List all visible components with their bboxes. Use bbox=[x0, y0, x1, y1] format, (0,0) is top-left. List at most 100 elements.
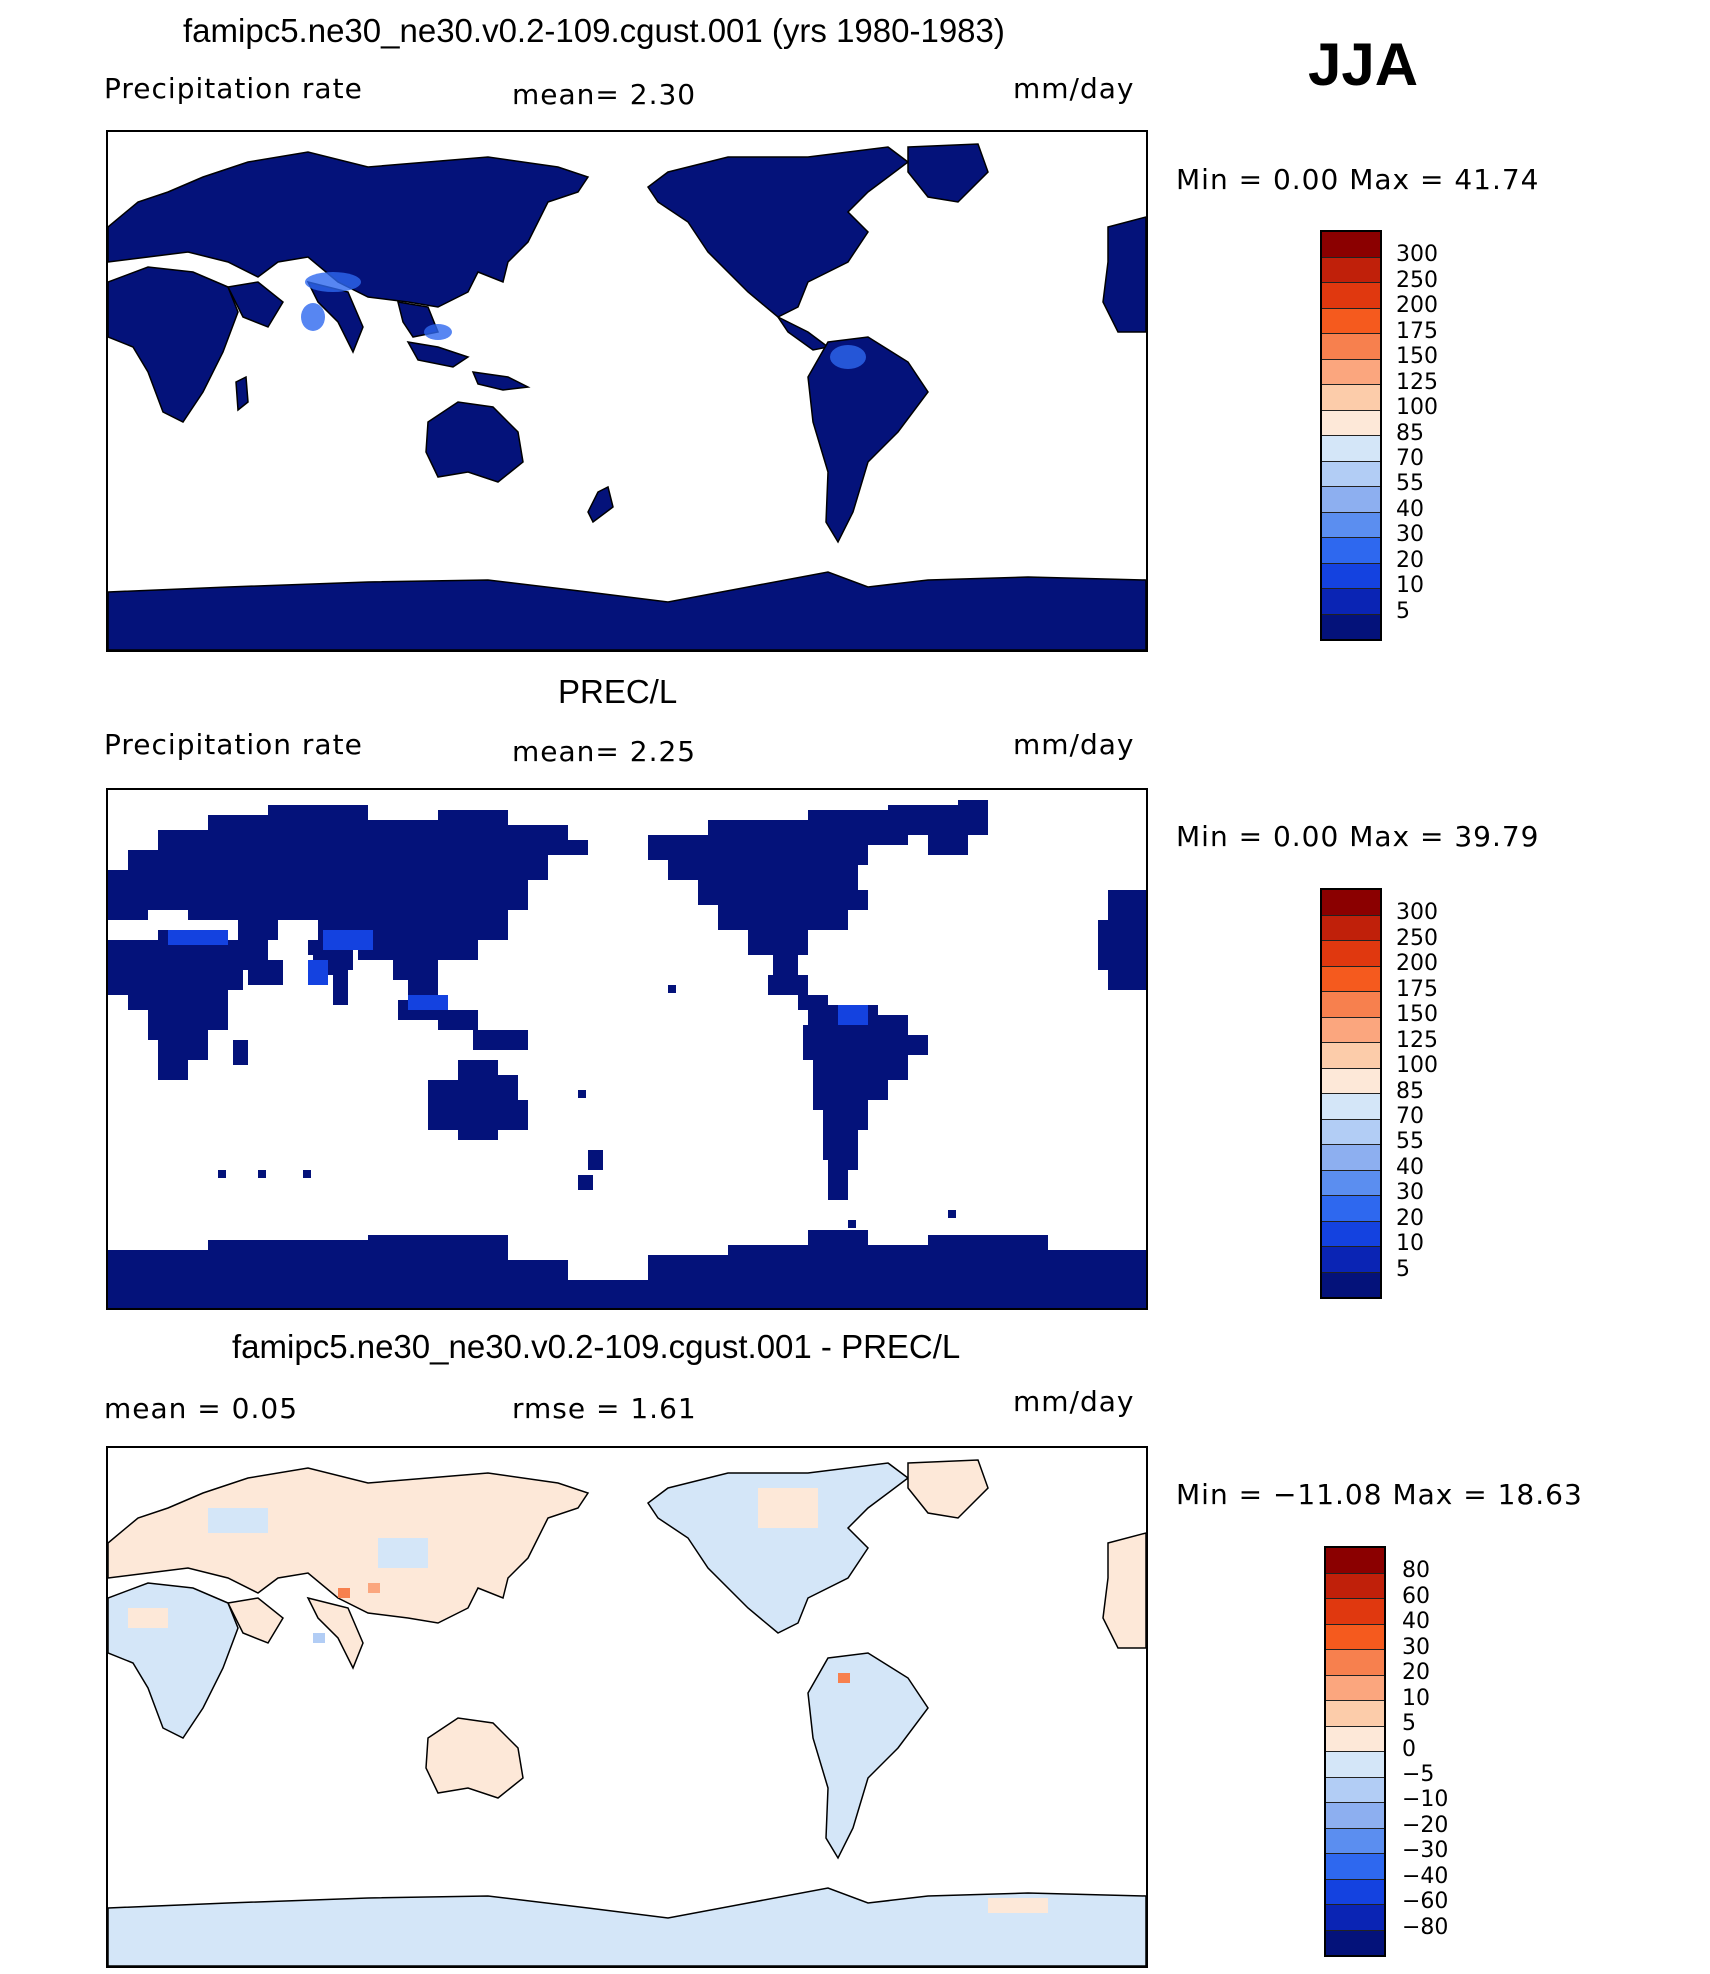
colorbar-tick-label: 20 bbox=[1402, 1660, 1430, 1686]
colorbar-tick-label: −20 bbox=[1402, 1812, 1449, 1838]
colorbar-swatch bbox=[1326, 1624, 1384, 1650]
colorbar-tick-label: 10 bbox=[1396, 1231, 1424, 1257]
panel1-colorbar bbox=[1320, 230, 1382, 641]
asia-europe-landmass bbox=[108, 805, 588, 970]
colorbar-tick-label: 30 bbox=[1396, 522, 1424, 548]
colorbar-swatch bbox=[1322, 308, 1380, 334]
colorbar-tick-label: −30 bbox=[1402, 1838, 1449, 1864]
greenland bbox=[907, 143, 989, 203]
colorbar-tick-label: −80 bbox=[1402, 1914, 1449, 1940]
africa bbox=[108, 1582, 239, 1739]
colorbar-tick-label: 40 bbox=[1402, 1609, 1430, 1635]
colorbar-swatch bbox=[1322, 1196, 1380, 1222]
panel1-units: mm/day bbox=[1013, 72, 1135, 105]
panel1-minmax: Min = 0.00 Max = 41.74 bbox=[1176, 163, 1540, 196]
colorbar-swatch bbox=[1322, 257, 1380, 283]
panel3-anomalies bbox=[128, 1488, 1048, 1913]
south-america bbox=[803, 1005, 928, 1200]
europe-west bbox=[1102, 216, 1146, 333]
colorbar-swatch bbox=[1322, 1119, 1380, 1145]
colorbar-tick-label: 300 bbox=[1396, 242, 1438, 268]
colorbar-swatch bbox=[1322, 1043, 1380, 1069]
new-zealand bbox=[578, 1150, 603, 1190]
colorbar-tick-label: 80 bbox=[1402, 1558, 1430, 1584]
colorbar-tick-label: 55 bbox=[1396, 471, 1424, 497]
panel2-islands bbox=[218, 985, 956, 1228]
panel3-map bbox=[106, 1446, 1148, 1968]
colorbar-tick-label: −10 bbox=[1402, 1787, 1449, 1813]
australia bbox=[425, 401, 524, 483]
colorbar-tick-label: 250 bbox=[1396, 925, 1438, 951]
colorbar-tick-label: −5 bbox=[1402, 1761, 1435, 1787]
colorbar-tick-label: −40 bbox=[1402, 1863, 1449, 1889]
panel2-variable-label: Precipitation rate bbox=[104, 728, 363, 761]
panel1-map bbox=[106, 130, 1148, 652]
north-america bbox=[648, 810, 908, 975]
panel2-minmax: Min = 0.00 Max = 39.79 bbox=[1176, 820, 1540, 853]
colorbar-tick-label: 10 bbox=[1396, 573, 1424, 599]
colorbar-tick-label: 100 bbox=[1396, 1053, 1438, 1079]
antarctica bbox=[108, 571, 1146, 650]
panel1-variable-label: Precipitation rate bbox=[104, 72, 363, 105]
central-america bbox=[768, 975, 828, 1010]
africa bbox=[108, 930, 243, 1080]
colorbar-swatch bbox=[1322, 614, 1380, 639]
south-america bbox=[807, 336, 929, 544]
colorbar-swatch bbox=[1322, 1272, 1380, 1297]
panel3-mean-label: mean = 0.05 bbox=[104, 1392, 299, 1425]
panel1-land bbox=[108, 143, 1146, 650]
panel2-map bbox=[106, 788, 1148, 1310]
panel3-minmax: Min = −11.08 Max = 18.63 bbox=[1176, 1478, 1583, 1511]
colorbar-tick-label: 5 bbox=[1402, 1711, 1416, 1737]
colorbar-tick-label: 30 bbox=[1396, 1180, 1424, 1206]
colorbar-tick-label: 55 bbox=[1396, 1129, 1424, 1155]
colorbar-swatch bbox=[1322, 589, 1380, 615]
madagascar bbox=[235, 375, 249, 412]
colorbar-swatch bbox=[1322, 461, 1380, 487]
colorbar-swatch bbox=[1326, 1777, 1384, 1803]
panel2-units: mm/day bbox=[1013, 728, 1135, 761]
colorbar-tick-label: 40 bbox=[1396, 1154, 1424, 1180]
south-america bbox=[807, 1652, 929, 1860]
greenland bbox=[907, 1459, 989, 1519]
panel2-mean-label: mean= 2.25 bbox=[512, 735, 697, 768]
colorbar-swatch bbox=[1326, 1675, 1384, 1701]
colorbar-swatch bbox=[1322, 1221, 1380, 1247]
antarctica bbox=[108, 1887, 1146, 1966]
new-guinea bbox=[471, 371, 531, 391]
season-label: JJA bbox=[1308, 31, 1419, 98]
north-america bbox=[646, 146, 910, 318]
panel1-mean-label: mean= 2.30 bbox=[512, 78, 697, 111]
panel3-colorbar bbox=[1324, 1546, 1386, 1957]
colorbar-swatch bbox=[1326, 1803, 1384, 1829]
colorbar-tick-label: 5 bbox=[1396, 598, 1410, 624]
new-zealand bbox=[587, 485, 614, 524]
greenland bbox=[888, 800, 988, 855]
india bbox=[306, 280, 364, 354]
arabia bbox=[226, 1597, 284, 1644]
colorbar-tick-label: 200 bbox=[1396, 293, 1438, 319]
colorbar-tick-label: 40 bbox=[1396, 496, 1424, 522]
arabia bbox=[226, 281, 284, 328]
colorbar-tick-label: 150 bbox=[1396, 1002, 1438, 1028]
panel3-land bbox=[108, 1459, 1146, 1966]
colorbar-swatch bbox=[1326, 1548, 1384, 1574]
colorbar-swatch bbox=[1322, 385, 1380, 411]
colorbar-swatch bbox=[1322, 1017, 1380, 1043]
colorbar-tick-label: 5 bbox=[1396, 1256, 1410, 1282]
panel2-map-svg bbox=[108, 800, 1146, 1308]
colorbar-tick-label: 20 bbox=[1396, 1205, 1424, 1231]
colorbar-swatch bbox=[1322, 283, 1380, 309]
panel2-colorbar bbox=[1320, 888, 1382, 1299]
colorbar-swatch bbox=[1326, 1828, 1384, 1854]
colorbar-tick-label: 70 bbox=[1396, 1103, 1424, 1129]
india bbox=[308, 940, 353, 1005]
europe-west bbox=[1102, 1532, 1146, 1649]
colorbar-swatch bbox=[1322, 1170, 1380, 1196]
colorbar-swatch bbox=[1322, 1094, 1380, 1120]
panel2-title: PREC/L bbox=[558, 673, 678, 710]
panel1-map-svg bbox=[108, 143, 1146, 650]
colorbar-tick-label: 175 bbox=[1396, 318, 1438, 344]
india bbox=[306, 1596, 364, 1670]
colorbar-swatch bbox=[1326, 1726, 1384, 1752]
